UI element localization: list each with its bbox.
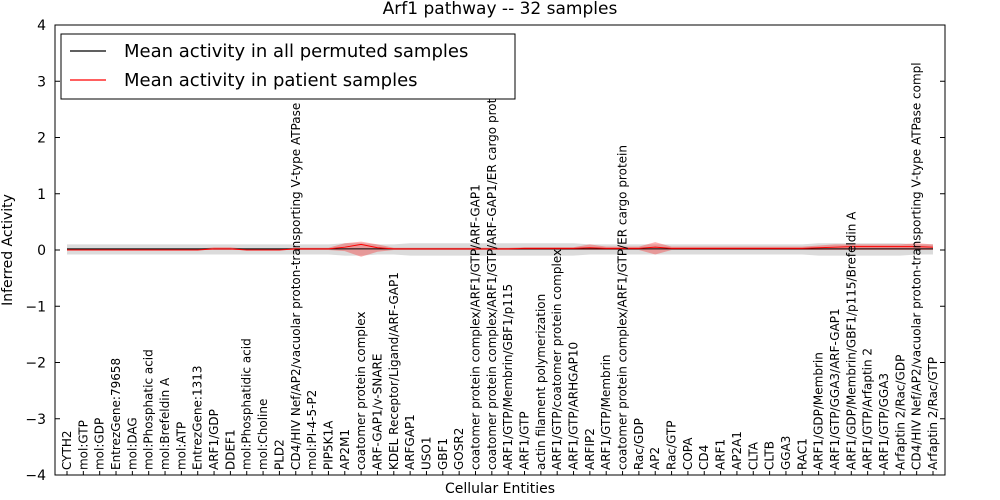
chart-title: Arf1 pathway -- 32 samples	[383, 0, 618, 19]
y-tick-label: 2	[37, 131, 46, 147]
y-tick-label: −2	[25, 356, 46, 372]
x-category-label: GOSR2	[452, 428, 466, 470]
x-category-label: actin filament polymerization	[534, 294, 548, 470]
x-category-label: mol:GTP	[76, 420, 90, 470]
x-category-label: PLD2	[272, 439, 286, 470]
x-category-label: AP2A1	[730, 431, 744, 470]
x-category-label: mol:Choline	[256, 399, 270, 470]
x-category-label: Arfaptin 2/Rac/GTP	[926, 357, 940, 470]
y-tick-label: −3	[25, 412, 46, 428]
x-category-label: mol:Brefeldin A	[158, 377, 172, 470]
y-axis-ticks: −4 −3 −2 −1 0 1 2 3 4	[25, 18, 945, 484]
x-category-label: GGA3	[779, 436, 793, 470]
x-category-label: CLTA	[746, 441, 760, 470]
x-category-label: coatomer protein complex/ARF1/GTP/ER car…	[616, 145, 630, 470]
x-category-label: ARF1/GTP/GGA3/ARF-GAP1	[828, 308, 842, 470]
x-category-label: ARF1/GTP/ARHGAP10	[567, 342, 581, 470]
x-category-label: GBF1	[436, 438, 450, 470]
x-category-label: mol:PI-4-5-P2	[305, 390, 319, 470]
x-category-label: coatomer protein complex/ARF1/GTP/ARF-GA…	[485, 80, 499, 470]
x-axis-label: Cellular Entities	[445, 481, 555, 497]
x-category-label: USO1	[419, 437, 433, 470]
x-category-label: CD4	[697, 445, 711, 470]
y-tick-label: −1	[25, 299, 46, 315]
x-category-label: COPA	[681, 437, 695, 470]
y-tick-label: 1	[37, 187, 46, 203]
x-category-label: mol:Phosphatic acid	[142, 349, 156, 470]
x-category-label: CD4/HIV Nef/AP2/vacuolar proton-transpor…	[910, 62, 924, 470]
legend-label-patient: Mean activity in patient samples	[124, 70, 418, 91]
y-tick-label: 4	[37, 18, 46, 34]
x-category-label: Rac/GTP	[665, 420, 679, 470]
x-category-label: ARF1/GDP/Membrin	[812, 352, 826, 470]
x-category-label: mol:Phosphatidic acid	[240, 338, 254, 470]
x-category-label: ARFGAP1	[403, 414, 417, 470]
legend: Mean activity in all permuted samples Me…	[60, 33, 516, 100]
x-category-label: Rac/GDP	[632, 418, 646, 470]
y-tick-label: 3	[37, 74, 46, 90]
y-axis-label: Inferred Activity	[0, 194, 16, 306]
legend-box	[60, 33, 516, 100]
x-category-label: coatomer protein complex	[354, 312, 368, 470]
x-category-label: ARF1/GTP	[518, 411, 532, 470]
band-permuted	[67, 243, 933, 256]
x-category-label: Arfaptin 2/Rac/GDP	[893, 355, 907, 470]
x-category-label: ARF1/GTP/Arfaptin 2	[861, 348, 875, 470]
x-category-label: mol:ATP	[174, 422, 188, 470]
x-category-label: coatomer protein complex/ARF1/GTP/ARF-GA…	[468, 184, 482, 470]
x-category-label: ARF-GAP1/v-SNARE	[370, 354, 384, 470]
x-category-label: PIP5K1A	[321, 420, 335, 470]
x-category-label: AP2	[648, 447, 662, 470]
x-category-label: RAC1	[795, 438, 809, 470]
x-category-label: CD4/HIV Nef/AP2/vacuolar proton-transpor…	[289, 62, 303, 470]
x-category-label: ARF1/GTP/Membrin	[599, 354, 613, 470]
y-tick-label: 0	[37, 243, 46, 259]
x-category-label: ARF1/GTP/coatomer protein complex	[550, 249, 564, 470]
y-tick-label: −4	[25, 468, 46, 484]
x-category-label: EntrezGene:1313	[191, 366, 205, 471]
x-category-label: ARF1/GDP	[207, 409, 221, 470]
x-category-label: ARF1/GTP/GGA3	[877, 373, 891, 470]
x-category-label: mol:DAG	[125, 417, 139, 470]
x-category-label: ARF1/GTP/Membrin/GBF1/p115	[501, 284, 515, 470]
x-category-label: ARFIP2	[583, 428, 597, 470]
x-axis-category-labels: CYTH2 mol:GTP mol:GDP EntrezGene:79658 mol:D…	[60, 62, 940, 475]
x-category-label: CLTB	[763, 441, 777, 470]
x-category-label: ARF1	[714, 439, 728, 470]
x-category-label: AP2M1	[338, 429, 352, 470]
series-lines	[67, 243, 934, 251]
legend-label-permuted: Mean activity in all permuted samples	[124, 41, 468, 62]
x-category-label: KDEL Receptor/Ligand/ARF-GAP1	[387, 272, 401, 470]
x-category-label: DDEF1	[223, 429, 237, 470]
series-line-patient	[67, 243, 934, 251]
x-category-label: EntrezGene:79658	[109, 358, 123, 470]
x-category-label: mol:GDP	[93, 418, 107, 470]
x-category-label: CYTH2	[60, 431, 74, 471]
x-category-label: ARF1/GDP/Membrin/GBF1/p115/Brefeldin A	[844, 211, 858, 470]
